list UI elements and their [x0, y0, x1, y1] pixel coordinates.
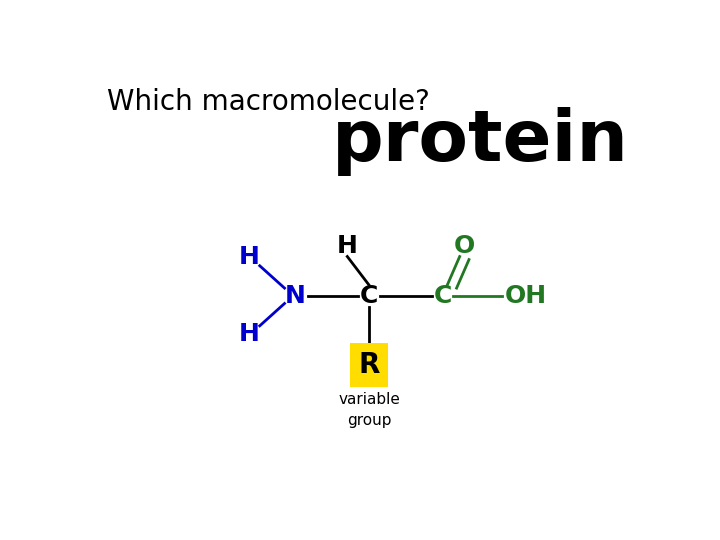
Text: C: C: [360, 284, 378, 308]
Text: protein: protein: [332, 107, 629, 176]
Text: OH: OH: [505, 284, 546, 308]
Text: H: H: [238, 245, 259, 269]
Text: Which macromolecule?: Which macromolecule?: [107, 88, 430, 116]
Text: R: R: [359, 351, 379, 379]
Text: N: N: [285, 284, 306, 308]
Text: O: O: [454, 234, 475, 258]
Text: variable
group: variable group: [338, 392, 400, 428]
Text: C: C: [433, 284, 452, 308]
Text: H: H: [337, 234, 358, 258]
Text: H: H: [238, 322, 259, 346]
